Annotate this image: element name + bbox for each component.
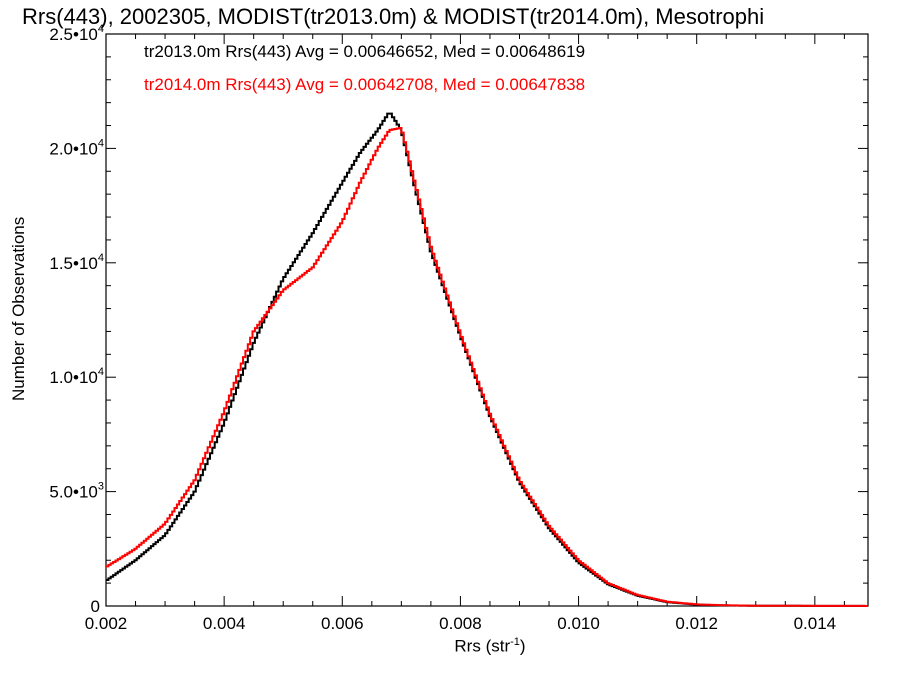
x-axis-label-exponent: -1 bbox=[510, 636, 520, 648]
x-tick-label: 0.008 bbox=[439, 614, 482, 633]
chart-title: Rrs(443), 2002305, MODIST(tr2013.0m) & M… bbox=[22, 4, 765, 29]
y-tick-label: 1.5•104 bbox=[49, 252, 104, 273]
y-tick-label: 5.0•103 bbox=[49, 481, 104, 502]
x-tick-label: 0.012 bbox=[675, 614, 718, 633]
x-axis-label-text: Rrs (str bbox=[454, 636, 511, 656]
y-tick-label: 2.5•104 bbox=[49, 23, 104, 44]
y-tick-label: 0 bbox=[91, 597, 100, 616]
x-tick-label: 0.014 bbox=[794, 614, 837, 633]
x-tick-label: 0.010 bbox=[557, 614, 600, 633]
x-axis-label-close: ) bbox=[519, 636, 526, 656]
series-line-1 bbox=[106, 112, 868, 607]
x-axis-label: Rrs (str-1) bbox=[420, 636, 560, 657]
legend-entry-series-2: tr2014.0m Rrs(443) Avg = 0.00642708, Med… bbox=[144, 75, 586, 94]
x-tick-label: 0.006 bbox=[321, 614, 364, 633]
plot-frame bbox=[105, 33, 869, 607]
legend-entry-series-1: tr2013.0m Rrs(443) Avg = 0.00646652, Med… bbox=[144, 42, 586, 61]
y-tick-label: 2.0•104 bbox=[49, 137, 104, 158]
y-tick-label: 1.0•104 bbox=[49, 366, 104, 387]
x-tick-label: 0.004 bbox=[203, 614, 246, 633]
x-tick-label: 0.002 bbox=[85, 614, 128, 633]
series-line-2 bbox=[106, 127, 868, 607]
